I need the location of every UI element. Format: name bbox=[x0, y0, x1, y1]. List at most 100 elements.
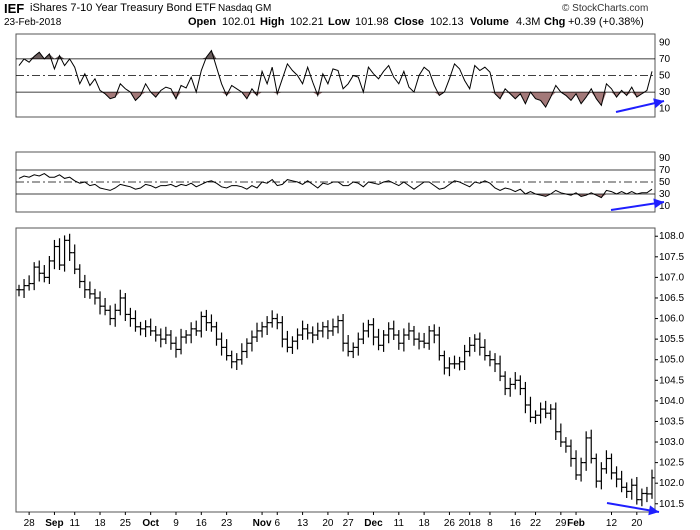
osc1-y-tick-label: 30 bbox=[659, 87, 671, 98]
ohlc-bar bbox=[533, 410, 539, 424]
osc1-line bbox=[18, 49, 653, 108]
bar-date: 23-Feb-2018 bbox=[4, 17, 62, 28]
price-y-tick-label: 107.5 bbox=[659, 252, 684, 263]
ohlc-bar bbox=[350, 342, 356, 359]
ohlc-bar bbox=[213, 321, 219, 346]
ohlc-bar bbox=[376, 328, 382, 351]
ohlc-bar bbox=[117, 289, 123, 316]
ohlc-bar bbox=[269, 310, 275, 328]
ohlc-bar bbox=[416, 332, 422, 350]
ohlc-bar bbox=[26, 275, 32, 291]
osc1-frame bbox=[15, 33, 656, 118]
ohlc-bar bbox=[168, 330, 174, 350]
x-tick-label: 18 bbox=[419, 518, 431, 529]
ohlc-bar bbox=[92, 288, 98, 305]
open-value: 102.01 bbox=[222, 16, 256, 28]
osc1-y-tick-label: 70 bbox=[659, 54, 671, 65]
ohlc-bar bbox=[472, 334, 478, 352]
ohlc-bar bbox=[224, 339, 230, 361]
x-tick-label: 23 bbox=[221, 518, 233, 529]
osc2-y-tick-label: 30 bbox=[659, 189, 671, 200]
ohlc-bar bbox=[462, 344, 468, 370]
ohlc-bar bbox=[289, 336, 295, 354]
ohlc-bar bbox=[57, 238, 63, 270]
ohlc-bar bbox=[244, 338, 250, 359]
ohlc-bar bbox=[345, 335, 351, 357]
x-tick-label: Feb bbox=[567, 518, 585, 529]
ohlc-bar bbox=[36, 260, 42, 282]
ohlc-bar bbox=[203, 309, 209, 331]
ohlc-bar bbox=[87, 281, 93, 299]
ohlc-bar bbox=[219, 332, 225, 356]
ohlc-bar bbox=[593, 453, 599, 488]
ohlc-bar bbox=[46, 255, 52, 284]
ohlc-bar bbox=[457, 356, 463, 371]
ohlc-bar bbox=[208, 314, 214, 332]
ohlc-bar bbox=[649, 469, 655, 499]
x-tick-label: 25 bbox=[120, 518, 132, 529]
ohlc-bar bbox=[158, 328, 164, 348]
ohlc-bar bbox=[558, 423, 564, 447]
ohlc-bar bbox=[41, 265, 47, 283]
price-y-tick-label: 104.5 bbox=[659, 375, 684, 386]
x-tick-label: 26 bbox=[444, 518, 456, 529]
ohlc-bar bbox=[67, 233, 73, 261]
ohlc-bar bbox=[436, 326, 442, 361]
ohlc-bar bbox=[143, 320, 149, 338]
high-value: 102.21 bbox=[290, 16, 324, 28]
ohlc-bar bbox=[102, 297, 108, 316]
ohlc-bar bbox=[315, 322, 321, 340]
ohlc-bar bbox=[573, 450, 579, 480]
ohlc-bar bbox=[72, 244, 78, 275]
ohlc-bar bbox=[138, 321, 144, 336]
ohlc-bar bbox=[482, 339, 488, 361]
ohlc-bar bbox=[148, 318, 154, 336]
ohlc-bar bbox=[188, 322, 194, 344]
ohlc-bar bbox=[598, 462, 604, 490]
ohlc-bar bbox=[355, 332, 361, 356]
price-y-tick-label: 102.0 bbox=[659, 478, 684, 489]
ohlc-bar bbox=[538, 402, 544, 424]
osc1-arrow-head bbox=[653, 98, 664, 109]
ohlc-bar bbox=[97, 291, 103, 315]
low-value: 101.98 bbox=[355, 16, 389, 28]
ohlc-bar bbox=[492, 353, 498, 373]
price-frame bbox=[15, 227, 656, 513]
osc1-overbought-fill bbox=[19, 50, 652, 59]
ohlc-bar bbox=[274, 313, 280, 330]
x-tick-label: 11 bbox=[70, 518, 81, 529]
price-y-tick-label: 102.5 bbox=[659, 458, 684, 469]
ohlc-bar bbox=[163, 326, 169, 345]
ohlc-bar bbox=[583, 431, 589, 471]
ohlc-bar bbox=[264, 316, 270, 336]
x-tick-label: 8 bbox=[487, 518, 493, 529]
ohlc-bar bbox=[396, 330, 402, 350]
x-tick-label: 16 bbox=[510, 518, 522, 529]
ohlc-bar bbox=[507, 377, 513, 397]
ohlc-bar bbox=[406, 322, 412, 340]
osc2-y-tick-label: 50 bbox=[659, 177, 671, 188]
ohlc-bar bbox=[62, 235, 68, 272]
ohlc-bar bbox=[229, 350, 235, 369]
ohlc-bar bbox=[234, 353, 240, 370]
ohlc-bar bbox=[183, 330, 189, 344]
osc2-y-tick-label: 90 bbox=[659, 153, 671, 164]
x-tick-label: 28 bbox=[24, 518, 36, 529]
chart-header: IEF iShares 7-10 Year Treasury Bond ETF … bbox=[0, 0, 700, 30]
low-label: Low bbox=[328, 16, 350, 28]
volume-value: 4.3M bbox=[516, 16, 541, 28]
ohlc-bar bbox=[629, 478, 635, 500]
price-y-tick-label: 105.0 bbox=[659, 355, 684, 366]
x-tick-label: 6 bbox=[274, 518, 280, 529]
ohlc-bar bbox=[421, 332, 427, 349]
ohlc-bar bbox=[497, 355, 503, 382]
price-y-tick-label: 106.0 bbox=[659, 314, 684, 325]
ohlc-bar bbox=[365, 319, 371, 338]
osc2-oversold-fill bbox=[19, 194, 652, 198]
ohlc-bar bbox=[249, 330, 255, 352]
x-tick-label: 12 bbox=[606, 518, 618, 529]
price-y-tick-label: 101.5 bbox=[659, 499, 684, 510]
ohlc-bar bbox=[634, 477, 640, 505]
